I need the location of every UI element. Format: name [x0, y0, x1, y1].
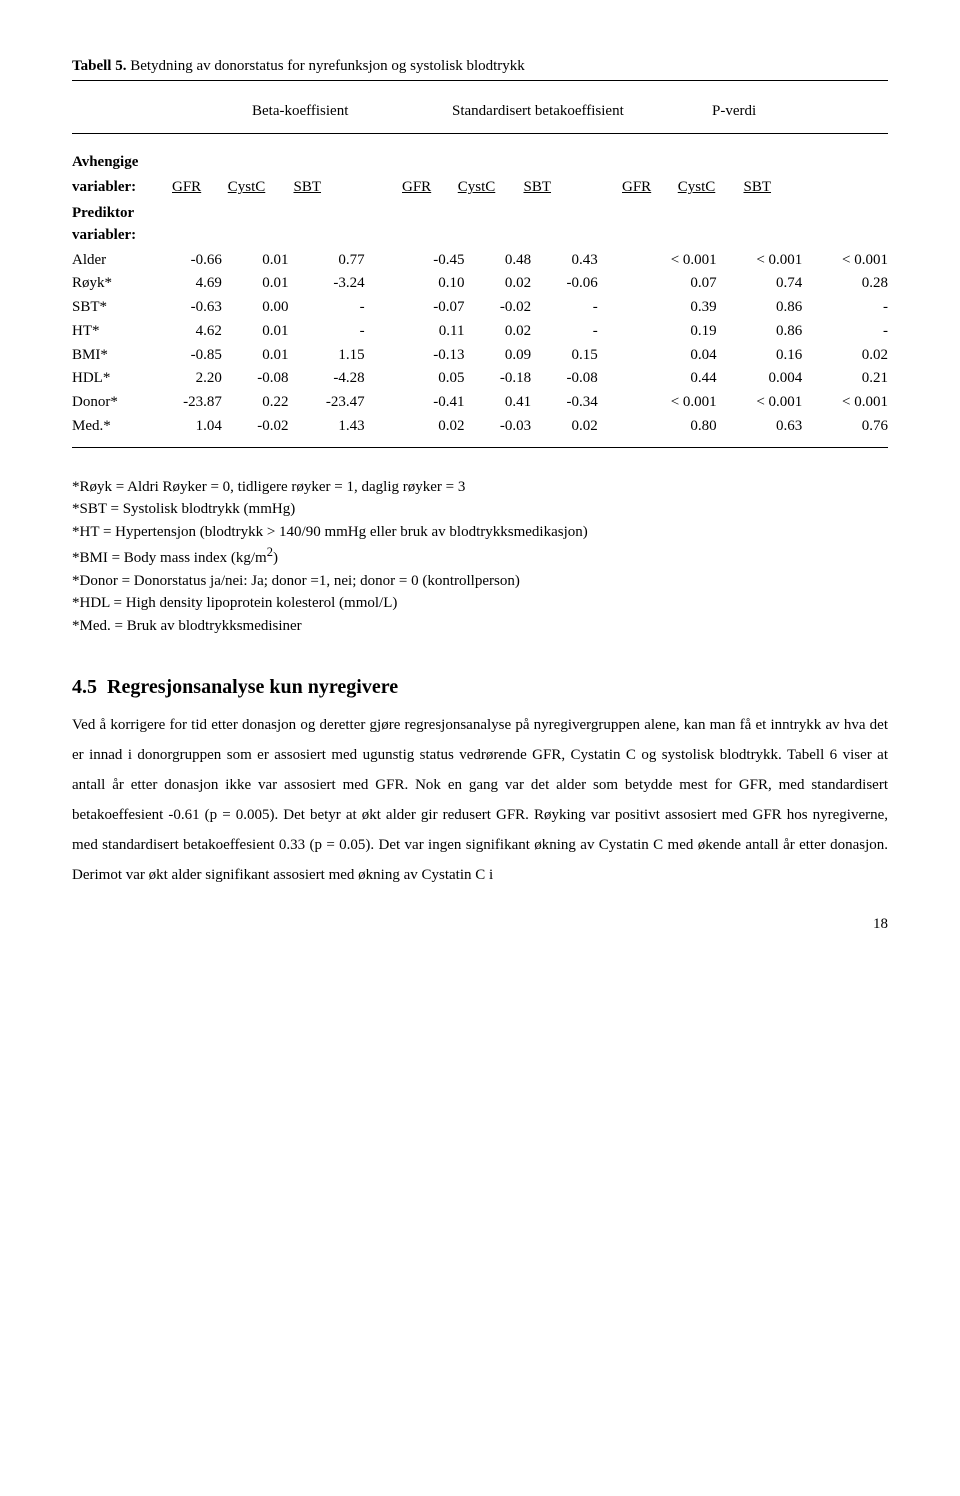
footnote-med: *Med. = Bruk av blodtrykksmedisiner [72, 615, 888, 638]
col-sbt-1: SBT [294, 177, 346, 199]
colhead-beta: Beta-koeffisient [252, 101, 452, 123]
col-cystc-2: CystC [458, 177, 520, 199]
variabler2-label: variabler: [72, 225, 888, 247]
body-paragraph: Ved å korrigere for tid etter donasjon o… [72, 710, 888, 890]
colhead-stdbeta: Standardisert betakoeffisient [452, 101, 712, 123]
rule-top [72, 80, 888, 81]
col-gfr-3: GFR [622, 177, 674, 199]
table-row: Med.*1.04-0.021.430.02-0.030.020.800.630… [72, 415, 888, 439]
table-row: SBT*-0.630.00--0.07-0.02-0.390.86- [72, 296, 888, 320]
col-gfr-2: GFR [402, 177, 454, 199]
footnote-bmi: *BMI = Body mass index (kg/m2) [72, 543, 888, 570]
footnote-hdl: *HDL = High density lipoprotein kolester… [72, 592, 888, 615]
col-gfr-1: GFR [172, 177, 224, 199]
table-row: HDL*2.20-0.08-4.280.05-0.18-0.080.440.00… [72, 367, 888, 391]
avhengige-label: Avhengige [72, 152, 888, 174]
footnote-ht: *HT = Hypertensjon (blodtrykk > 140/90 m… [72, 521, 888, 544]
footnote-donor: *Donor = Donorstatus ja/nei: Ja; donor =… [72, 570, 888, 593]
footnote-sbt: *SBT = Systolisk blodtrykk (mmHg) [72, 498, 888, 521]
rule-mid [72, 133, 888, 134]
section-title: Regresjonsanalyse kun nyregivere [107, 676, 398, 698]
table-row: BMI*-0.850.011.15-0.130.090.150.040.160.… [72, 344, 888, 368]
section-number: 4.5 [72, 676, 97, 698]
table-row: HT*4.620.01-0.110.02-0.190.86- [72, 320, 888, 344]
section-heading: 4.5 Regresjonsanalyse kun nyregivere [72, 673, 888, 702]
col-cystc-3: CystC [678, 177, 740, 199]
rule-bottom [72, 447, 888, 448]
col-group-header: Beta-koeffisient Standardisert betakoeff… [72, 101, 888, 123]
col-sbt-2: SBT [524, 177, 576, 199]
variabler-label: variabler: [72, 179, 136, 195]
colhead-pverdi: P-verdi [712, 101, 832, 123]
table-row: Donor*-23.870.22-23.47-0.410.41-0.34< 0.… [72, 391, 888, 415]
col-cystc-1: CystC [228, 177, 290, 199]
footnotes: *Røyk = Aldri Røyker = 0, tidligere røyk… [72, 476, 888, 638]
title-rest: Betydning av donorstatus for nyrefunksjo… [126, 58, 524, 74]
table-title: Tabell 5. Betydning av donorstatus for n… [72, 56, 888, 78]
col-sbt-3: SBT [744, 177, 796, 199]
page-number: 18 [72, 914, 888, 936]
footnote-royk: *Røyk = Aldri Røyker = 0, tidligere røyk… [72, 476, 888, 499]
prediktor-label: Prediktor [72, 203, 888, 225]
title-prefix: Tabell 5. [72, 58, 126, 74]
data-table: Alder-0.660.010.77-0.450.480.43< 0.001< … [72, 249, 888, 439]
table-row: Alder-0.660.010.77-0.450.480.43< 0.001< … [72, 249, 888, 273]
table-row: Røyk*4.690.01-3.240.100.02-0.060.070.740… [72, 272, 888, 296]
